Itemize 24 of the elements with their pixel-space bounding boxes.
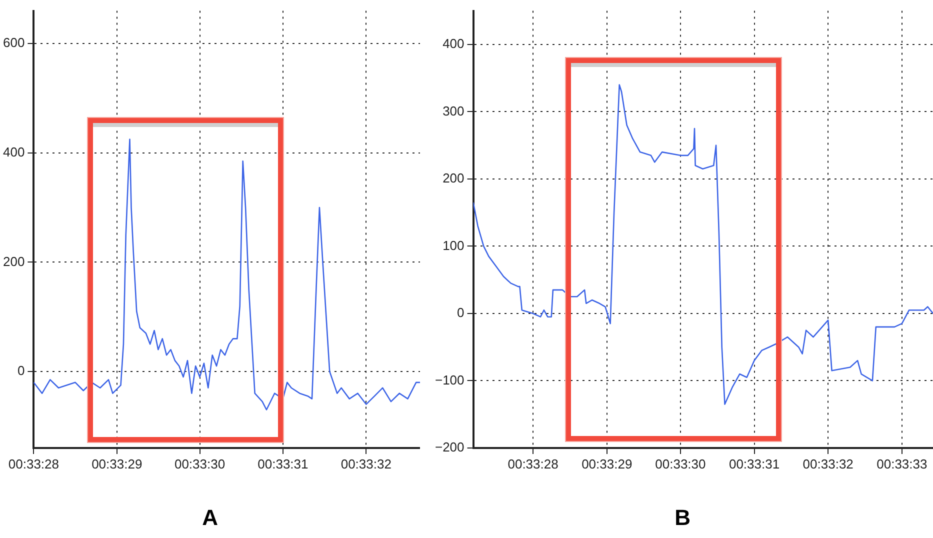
y-tick-label: 200 bbox=[2, 254, 25, 269]
x-tick-label: 00:33:29 bbox=[582, 456, 632, 472]
y-tick-label: −100 bbox=[434, 372, 464, 388]
y-tick-label: 0 bbox=[457, 305, 464, 320]
x-tick-label: 00:33:32 bbox=[340, 456, 392, 472]
x-tick-label: 00:33:32 bbox=[802, 456, 854, 472]
x-tick-label: 00:33:33 bbox=[876, 456, 928, 472]
y-tick-label: 400 bbox=[442, 36, 464, 52]
y-tick-label: 200 bbox=[442, 170, 464, 186]
x-tick-label: 00:33:30 bbox=[655, 456, 706, 472]
y-tick-label: 400 bbox=[2, 144, 25, 160]
y-tick-label: 300 bbox=[442, 103, 464, 118]
y-tick-label: 600 bbox=[2, 35, 25, 50]
x-tick-label: 00:33:28 bbox=[8, 456, 59, 472]
x-tick-label: 00:33:30 bbox=[174, 456, 226, 472]
x-tick-label: 00:33:28 bbox=[508, 456, 558, 472]
y-tick-label: 0 bbox=[17, 363, 25, 378]
y-tick-label: −200 bbox=[434, 440, 464, 455]
x-tick-label: 00:33:31 bbox=[728, 456, 780, 472]
y-tick-label: 100 bbox=[442, 238, 464, 253]
x-tick-label: 00:33:29 bbox=[92, 456, 142, 472]
text: A bbox=[202, 504, 218, 530]
x-tick-label: 00:33:31 bbox=[258, 456, 308, 472]
text: B bbox=[674, 504, 690, 530]
